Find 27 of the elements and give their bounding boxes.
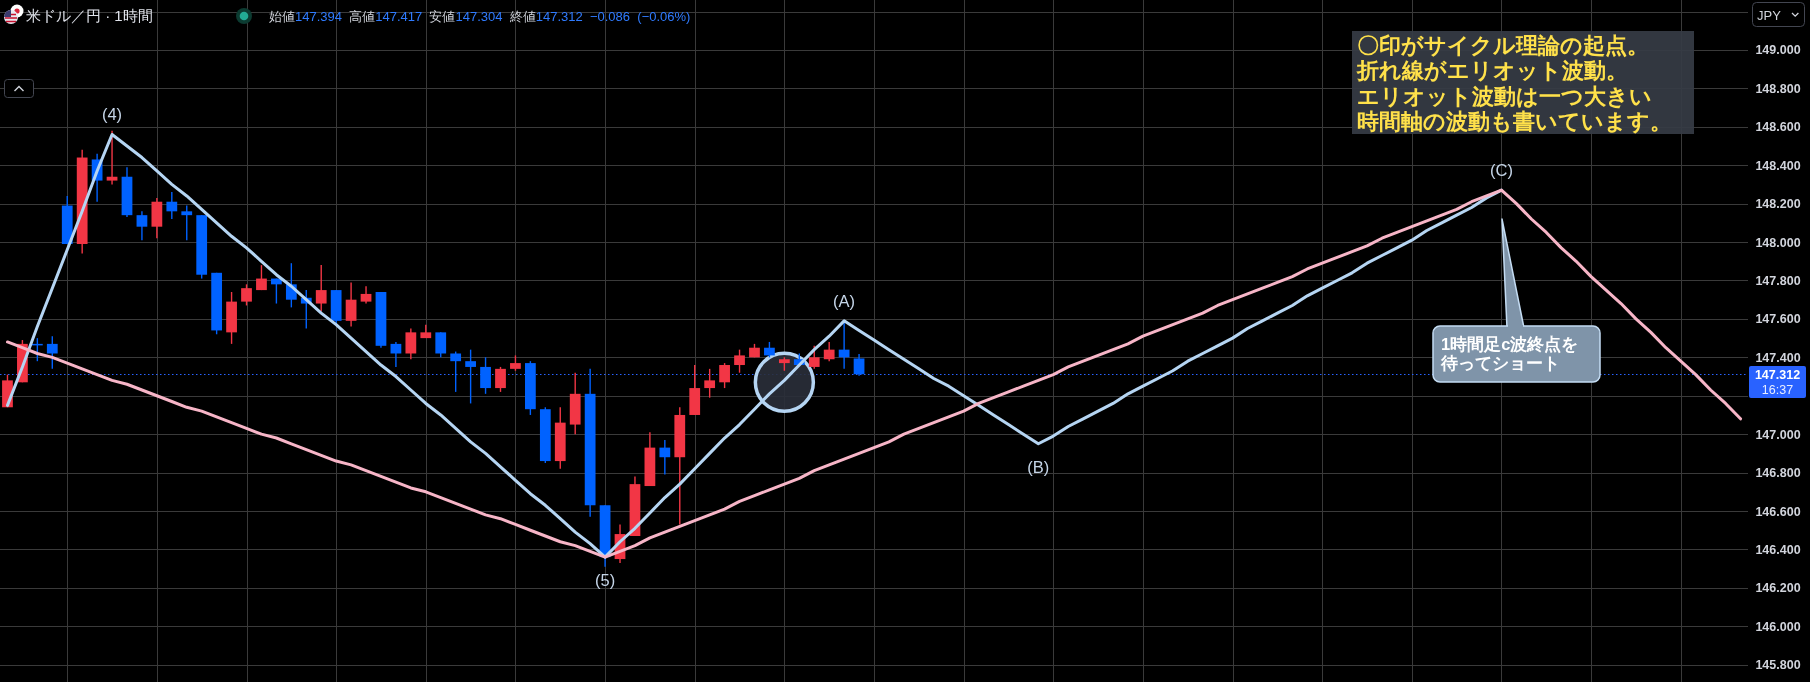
y-tick-label: 145.800 [1755, 658, 1801, 673]
y-tick-label: 146.400 [1755, 542, 1801, 557]
y-tick-label: 148.800 [1755, 81, 1801, 96]
y-tick-label: 146.600 [1755, 504, 1801, 519]
annotation: (C) [1490, 161, 1513, 180]
text: 始値147.394 高値147.417 安値147.304 終値147.312 −0.086 (−0.06%) [269, 9, 691, 24]
y-tick-label: 146.800 [1755, 466, 1801, 481]
y-tick-label: 147.800 [1755, 273, 1801, 288]
y-tick-label: 148.600 [1755, 120, 1801, 135]
annotation: (B) [1027, 457, 1050, 476]
y-tick-label: 147.400 [1755, 350, 1801, 365]
y-tick-label: 149.000 [1755, 43, 1801, 58]
y-tick-label: 146.000 [1755, 619, 1801, 634]
y-tick-label: 148.200 [1755, 197, 1801, 212]
y-tick-label: 147.000 [1755, 427, 1801, 442]
text: 米ドル／円 · 1時間 [26, 7, 153, 24]
annotation: (4) [101, 105, 123, 124]
ref-line-label: 147.312 [1754, 368, 1801, 382]
y-tick-label: 147.600 [1755, 312, 1801, 327]
y-tick-label: 148.000 [1755, 235, 1801, 250]
annotation: (A) [833, 291, 856, 310]
annotation: 1時間足c波終点を待ってショート [1440, 335, 1579, 372]
y-tick-label: 146.200 [1755, 581, 1801, 596]
y-tick-label: 148.400 [1755, 158, 1801, 173]
text: 16:37 [1761, 382, 1794, 397]
annotation: (5) [594, 571, 616, 590]
y-axis-title: JPY [1757, 7, 1782, 23]
